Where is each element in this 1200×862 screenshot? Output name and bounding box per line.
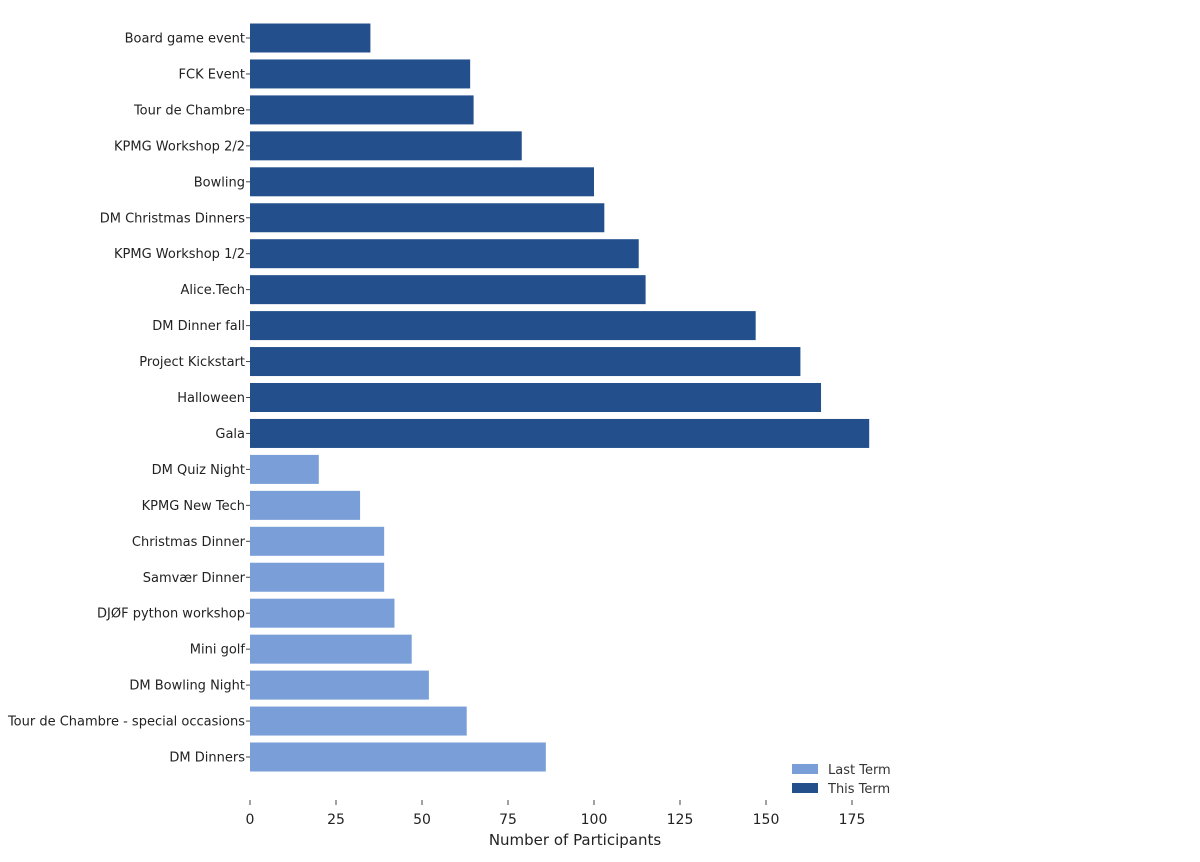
bar-project-kickstart — [250, 347, 801, 377]
y-tick-label: KPMG New Tech — [142, 499, 245, 514]
legend-swatch — [792, 783, 818, 793]
bar-alice-tech — [250, 275, 646, 305]
bar-dm-dinners — [250, 742, 546, 772]
bar-tour-de-chambre — [250, 95, 474, 125]
y-tick-label: DM Dinner fall — [152, 319, 245, 334]
y-tick-label: DM Quiz Night — [152, 463, 245, 478]
y-tick-label: DM Bowling Night — [129, 679, 245, 694]
y-tick-label: Alice.Tech — [180, 283, 245, 298]
bar-dj-f-python-workshop — [250, 598, 395, 628]
bar-christmas-dinner — [250, 526, 385, 556]
x-tick-label: 50 — [413, 812, 431, 828]
bar-tour-de-chambre-special-occasions — [250, 706, 467, 736]
x-tick-label: 150 — [753, 812, 780, 828]
bar-halloween — [250, 383, 822, 412]
bar-kpmg-new-tech — [250, 490, 361, 520]
bars-layer — [250, 23, 870, 772]
y-tick-label: DM Dinners — [169, 751, 245, 766]
legend-label: Last Term — [828, 763, 891, 778]
y-tick-label: Bowling — [194, 175, 245, 190]
bar-fck-event — [250, 59, 471, 89]
y-axis: Board game event FCK Event Tour de Chambre… — [7, 32, 250, 766]
y-tick-label: Christmas Dinner — [132, 535, 246, 550]
y-tick-label: FCK Event — [179, 67, 245, 82]
bar-dm-quiz-night — [250, 454, 319, 484]
bar-dm-christmas-dinners — [250, 203, 605, 233]
x-axis: Number of Participants 0 25 50 75 100 125 150 1… — [246, 800, 866, 849]
legend-label: This Term — [827, 782, 890, 797]
y-tick-label: Samvær Dinner — [143, 571, 246, 586]
bar-board-game-event — [250, 23, 371, 53]
x-tick-label: 0 — [246, 812, 255, 828]
x-tick-label: 75 — [499, 812, 517, 828]
bar-kpmg-workshop-1-2 — [250, 239, 639, 269]
y-tick-label: Project Kickstart — [139, 355, 245, 370]
bar-mini-golf — [250, 634, 412, 664]
y-tick-label: Tour de Chambre — [133, 103, 245, 118]
y-tick-label: KPMG Workshop 2/2 — [114, 139, 245, 154]
x-tick-label: 125 — [667, 812, 694, 828]
bar-bowling — [250, 167, 594, 197]
y-tick-label: DJØF python workshop — [97, 607, 245, 622]
bar-dm-dinner-fall — [250, 311, 756, 341]
bar-dm-bowling-night — [250, 670, 429, 700]
x-tick-label: 175 — [839, 812, 866, 828]
y-tick-label: Halloween — [177, 391, 245, 406]
y-tick-label: DM Christmas Dinners — [100, 211, 245, 226]
y-tick-label: KPMG Workshop 1/2 — [114, 247, 245, 262]
y-tick-label: Board game event — [125, 32, 245, 47]
legend: Last Term This Term — [792, 763, 891, 797]
bar-samv-r-dinner — [250, 562, 385, 592]
y-tick-label: Gala — [215, 427, 245, 442]
legend-swatch — [792, 764, 818, 774]
bar-gala — [250, 418, 870, 448]
x-tick-label: 100 — [581, 812, 608, 828]
bar-kpmg-workshop-2-2 — [250, 131, 522, 161]
x-tick-label: 25 — [327, 812, 345, 828]
y-tick-label: Tour de Chambre - special occasions — [7, 715, 245, 730]
x-axis-label: Number of Participants — [489, 831, 662, 849]
y-tick-label: Mini golf — [190, 643, 246, 658]
